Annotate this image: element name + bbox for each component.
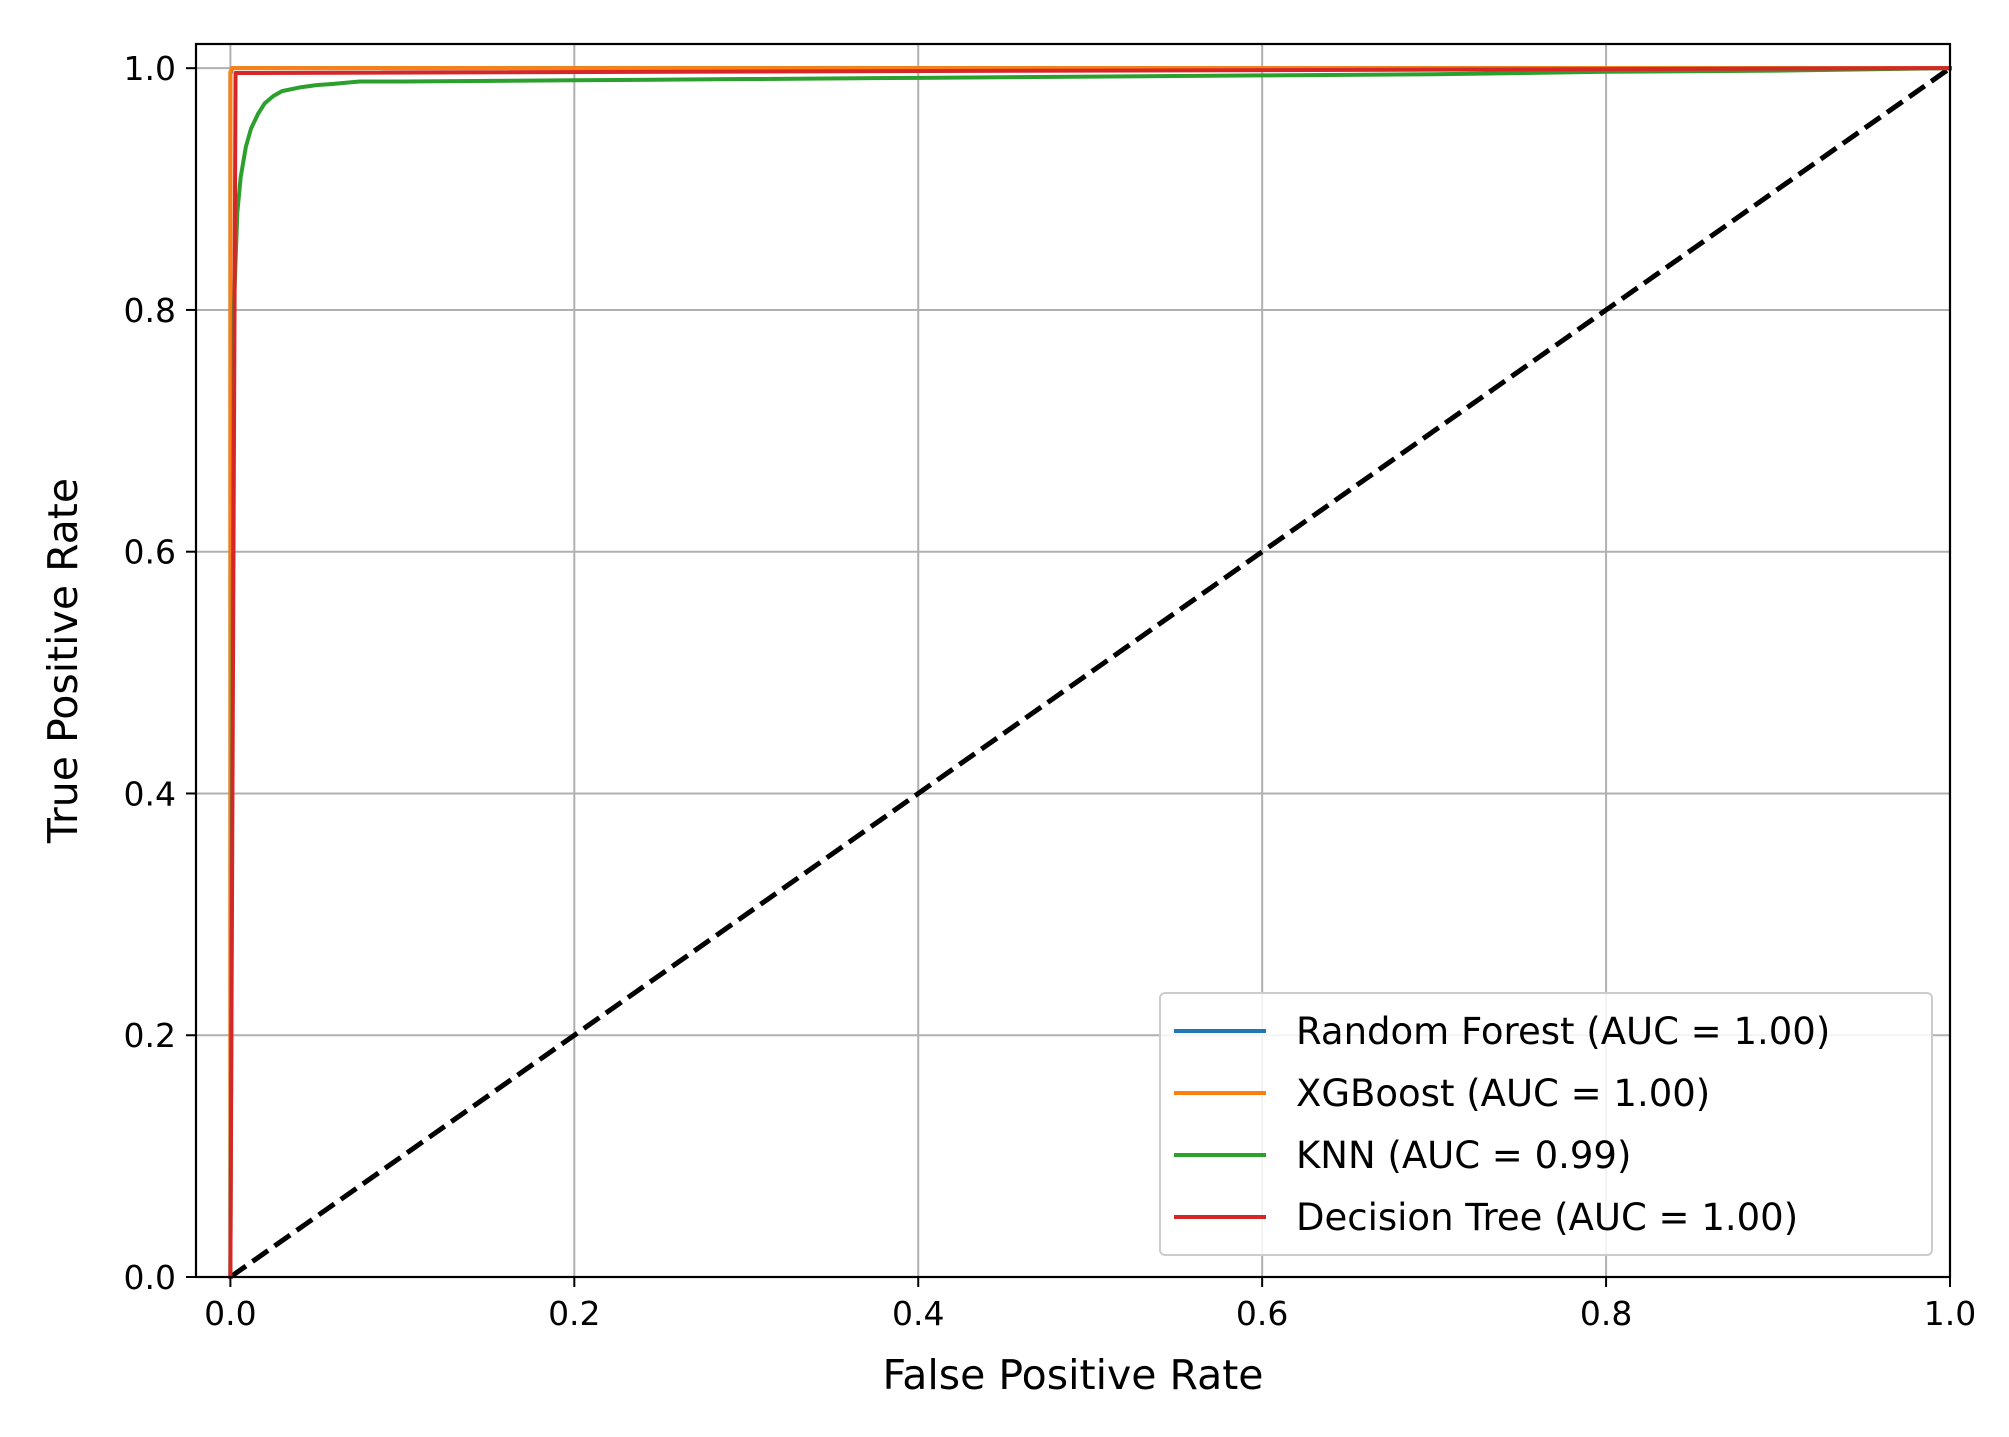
y-tick-label-2: 0.4 xyxy=(124,774,176,813)
legend-label-2: KNN (AUC = 0.99) xyxy=(1296,1134,1631,1177)
x-tick-label-1: 0.2 xyxy=(548,1294,600,1333)
legend-label-1: XGBoost (AUC = 1.00) xyxy=(1296,1072,1710,1115)
x-tick-label-3: 0.6 xyxy=(1236,1294,1288,1333)
series-lines xyxy=(228,66,1953,1280)
y-tick-label-5: 1.0 xyxy=(124,49,176,88)
x-tick-label-4: 0.8 xyxy=(1580,1294,1632,1333)
y-tick-label-3: 0.6 xyxy=(124,533,176,572)
legend-label-0: Random Forest (AUC = 1.00) xyxy=(1296,1010,1830,1053)
series-line-2 xyxy=(228,66,1953,1280)
legend-label-3: Decision Tree (AUC = 1.00) xyxy=(1296,1196,1798,1239)
x-tick-label-5: 1.0 xyxy=(1924,1294,1976,1333)
y-tick-label-1: 0.2 xyxy=(124,1016,176,1055)
y-tick-label-4: 0.8 xyxy=(124,291,176,330)
plot-frame xyxy=(194,42,1952,1279)
legend-frame xyxy=(1159,992,1933,1256)
x-axis-title: False Positive Rate xyxy=(882,1351,1263,1399)
series-line-3 xyxy=(228,66,1953,1280)
x-tick-label-0: 0.0 xyxy=(204,1294,256,1333)
legend: Random Forest (AUC = 1.00) XGBoost (AUC =… xyxy=(1159,992,1933,1256)
legend-items: Random Forest (AUC = 1.00) XGBoost (AUC =… xyxy=(1174,1010,1830,1239)
series-line-1 xyxy=(228,66,1952,1279)
axis-ticks: 0.0 0.2 0.4 0.6 0.8 1.0 0.0 0.2 0.4 0.6 0.8 1.0 xyxy=(124,49,1977,1333)
y-tick-label-0: 0.0 xyxy=(124,1258,176,1297)
y-axis-title: True Positive Rate xyxy=(39,478,87,844)
x-tick-label-2: 0.4 xyxy=(892,1294,944,1333)
